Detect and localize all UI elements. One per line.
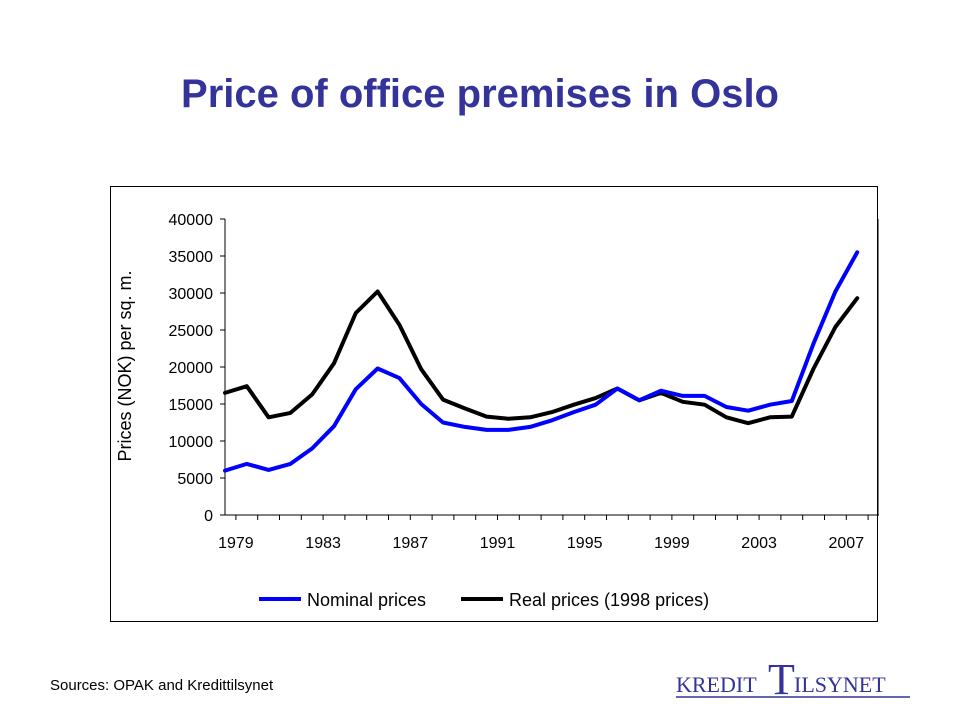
logo-text-right: ILSYNET bbox=[794, 672, 886, 697]
y-tick-label: 25000 bbox=[169, 323, 214, 340]
series-line-real bbox=[223, 289, 860, 426]
logo-text-left: KREDIT bbox=[676, 672, 757, 697]
series-line-nominal bbox=[223, 250, 860, 473]
line-chart: Prices (NOK) per sq. m. 0 5000 10000 15000 2… bbox=[115, 212, 879, 610]
y-tick-label: 20000 bbox=[169, 360, 214, 377]
x-tick-label: 1999 bbox=[654, 535, 690, 552]
y-axis-title-group: Prices (NOK) per sq. m. bbox=[115, 270, 135, 461]
y-tick-label: 5000 bbox=[177, 471, 213, 488]
y-tick-label: 0 bbox=[204, 508, 213, 525]
plot-lines bbox=[223, 250, 860, 473]
x-tick-label: 1987 bbox=[393, 535, 429, 552]
x-tick-label: 2003 bbox=[741, 535, 777, 552]
y-tick-label: 10000 bbox=[169, 434, 214, 451]
logo-text-big: T bbox=[768, 656, 795, 704]
y-tick-label: 15000 bbox=[169, 397, 214, 414]
x-tick-label: 1979 bbox=[218, 535, 254, 552]
chart-area: Prices (NOK) per sq. m. 0 5000 10000 15000 2… bbox=[110, 186, 879, 622]
page-title: Price of office premises in Oslo bbox=[181, 72, 779, 116]
y-tick-label: 35000 bbox=[169, 249, 214, 266]
legend: Nominal prices Real prices (1998 prices) bbox=[259, 590, 709, 610]
x-tick-label: 2007 bbox=[829, 535, 865, 552]
x-tick-label: 1991 bbox=[480, 535, 516, 552]
legend-real-label: Real prices (1998 prices) bbox=[509, 590, 709, 610]
y-axis-title: Prices (NOK) per sq. m. bbox=[115, 270, 135, 461]
y-tick-label: 30000 bbox=[169, 286, 214, 303]
axes: 0 5000 10000 15000 20000 25000 30000 35000 40000… bbox=[169, 212, 879, 552]
x-tick-label: 1983 bbox=[305, 535, 341, 552]
legend-nominal-label: Nominal prices bbox=[307, 590, 426, 610]
kredittilsynet-logo: KREDIT T ILSYNET bbox=[676, 656, 910, 704]
source-note: Sources: OPAK and Kredittilsynet bbox=[50, 677, 274, 694]
y-tick-label: 40000 bbox=[169, 212, 214, 229]
x-tick-label: 1995 bbox=[567, 535, 603, 552]
